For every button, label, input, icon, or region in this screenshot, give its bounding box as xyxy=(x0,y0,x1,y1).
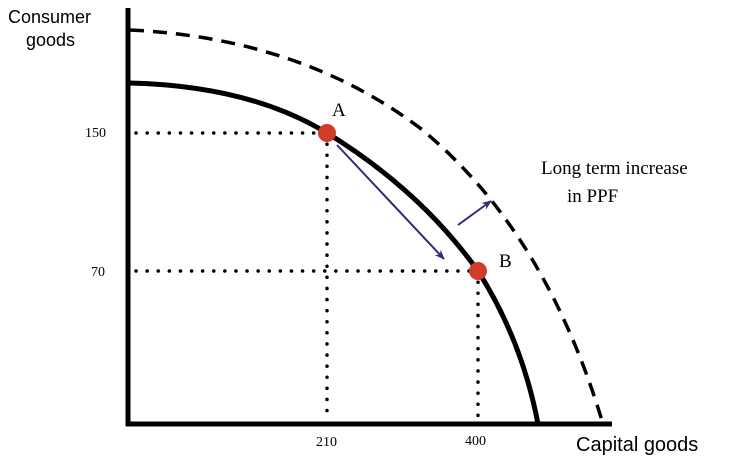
x-tick-210: 210 xyxy=(316,435,337,450)
guide-lines xyxy=(134,131,480,422)
point-label-B: B xyxy=(499,251,512,272)
y-tick-70: 70 xyxy=(91,265,105,280)
point-A xyxy=(318,124,336,142)
y-tick-150: 150 xyxy=(85,126,106,141)
point-label-A: A xyxy=(332,100,346,121)
x-axis-label: Capital goods xyxy=(576,434,698,456)
y-axis-label: Consumer xyxy=(8,7,91,27)
annotation-line1: Long term increase xyxy=(541,158,688,179)
ppf-dashed-curve xyxy=(129,28,605,425)
x-tick-400: 400 xyxy=(465,434,486,449)
annotation-line2: in PPF xyxy=(567,186,618,207)
ppf-solid-curve xyxy=(129,80,541,425)
point-B xyxy=(469,262,487,280)
movement-arrow xyxy=(336,144,445,260)
shift-arrow xyxy=(457,200,492,226)
y-axis-label-line2: goods xyxy=(26,30,75,50)
